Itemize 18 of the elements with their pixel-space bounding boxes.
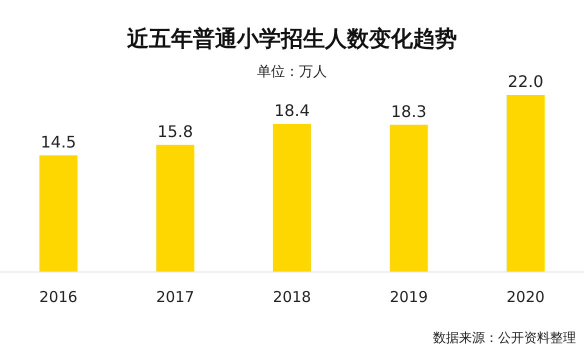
x-tick-label: 2017 bbox=[156, 288, 194, 306]
data-label: 15.8 bbox=[157, 122, 194, 141]
x-tick-label: 2020 bbox=[506, 288, 545, 306]
bar bbox=[273, 124, 311, 272]
bar bbox=[39, 155, 78, 272]
x-tick-label: 2016 bbox=[39, 288, 78, 306]
chart-subtitle: 单位：万人 bbox=[257, 64, 327, 80]
data-label: 14.5 bbox=[40, 132, 76, 152]
x-tick-label: 2018 bbox=[272, 288, 312, 306]
bar bbox=[156, 144, 194, 272]
source-note: 数据来源：公开资料整理 bbox=[433, 331, 576, 346]
bar bbox=[390, 124, 428, 272]
data-label: 18.3 bbox=[390, 102, 427, 121]
data-label: 18.4 bbox=[274, 100, 310, 120]
data-label: 22.0 bbox=[508, 72, 544, 91]
bar bbox=[506, 95, 545, 272]
chart-title: 近五年普通小学招生人数变化趋势 bbox=[126, 26, 457, 52]
x-tick-label: 2019 bbox=[390, 288, 428, 306]
